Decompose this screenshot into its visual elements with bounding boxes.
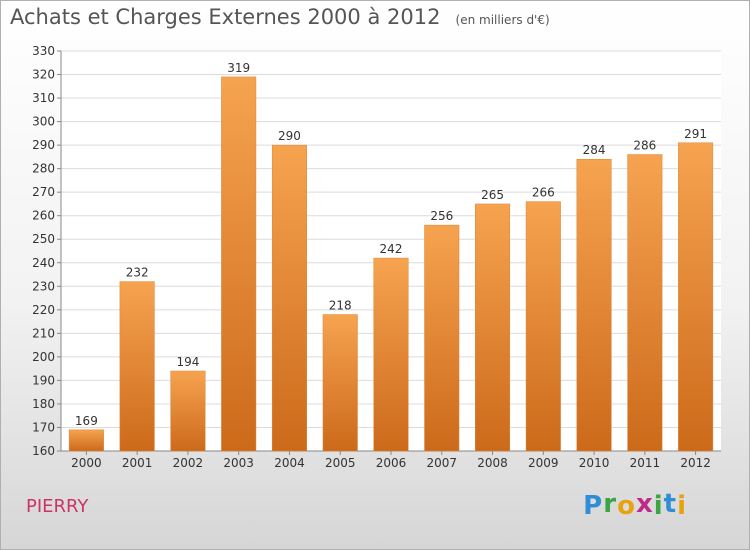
bar <box>627 154 663 452</box>
bar-value-label: 286 <box>633 139 656 153</box>
proxiti-logo: Proxiti <box>583 489 687 521</box>
bar <box>119 281 155 452</box>
bar-value-label: 232 <box>126 266 149 280</box>
bar-value-label: 284 <box>583 143 606 157</box>
y-tick-label: 290 <box>32 138 55 152</box>
logo-letter: i <box>677 491 687 521</box>
x-tick-label: 2010 <box>579 456 610 470</box>
y-tick-label: 220 <box>32 303 55 317</box>
x-tick-label: 2012 <box>680 456 711 470</box>
bar <box>170 370 206 452</box>
bar-value-label: 169 <box>75 414 98 428</box>
bar-value-label: 194 <box>176 355 199 369</box>
x-tick-label: 2003 <box>223 456 254 470</box>
bar-value-label: 218 <box>329 299 352 313</box>
y-tick-label: 240 <box>32 256 55 270</box>
bar-value-label: 256 <box>430 209 453 223</box>
title-row: Achats et Charges Externes 2000 à 2012 (… <box>10 5 550 29</box>
x-tick-label: 2009 <box>528 456 559 470</box>
chart-title: Achats et Charges Externes 2000 à 2012 <box>10 5 441 29</box>
bar-value-label: 290 <box>278 129 301 143</box>
bar-value-label: 242 <box>380 242 403 256</box>
y-tick-label: 170 <box>32 420 55 434</box>
y-tick-label: 280 <box>32 162 55 176</box>
y-tick-label: 230 <box>32 279 55 293</box>
y-tick-label: 310 <box>32 91 55 105</box>
commune-name: PIERRY <box>26 496 89 517</box>
x-tick-label: 2011 <box>630 456 661 470</box>
y-tick-label: 270 <box>32 185 55 199</box>
logo-letter: i <box>653 491 664 521</box>
bar <box>68 429 104 452</box>
unit-label: (en milliers d'€) <box>455 13 550 27</box>
y-tick-label: 300 <box>32 115 55 129</box>
bar <box>576 158 612 452</box>
bar <box>271 144 307 452</box>
bar <box>424 224 460 452</box>
y-tick-label: 160 <box>32 444 55 458</box>
logo-letter: P <box>583 491 604 521</box>
y-tick-label: 260 <box>32 209 55 223</box>
logo-letter: x <box>635 489 654 519</box>
bar-value-label: 265 <box>481 188 504 202</box>
x-tick-label: 2002 <box>173 456 204 470</box>
bar <box>678 142 714 452</box>
x-tick-label: 2000 <box>71 456 102 470</box>
y-tick-label: 320 <box>32 68 55 82</box>
y-tick-label: 190 <box>32 373 55 387</box>
x-tick-label: 2008 <box>477 456 508 470</box>
bar <box>475 203 511 452</box>
x-tick-label: 2006 <box>376 456 407 470</box>
y-tick-label: 180 <box>32 397 55 411</box>
logo-letter: r <box>603 489 618 519</box>
bar <box>221 76 257 452</box>
bar-value-label: 266 <box>532 186 555 200</box>
bar <box>525 201 561 452</box>
y-tick-label: 250 <box>32 232 55 246</box>
x-tick-label: 2007 <box>426 456 457 470</box>
x-tick-label: 2004 <box>274 456 305 470</box>
logo-letter: o <box>617 491 636 521</box>
y-tick-label: 210 <box>32 326 55 340</box>
bar-value-label: 319 <box>227 61 250 75</box>
bar <box>373 257 409 452</box>
x-tick-label: 2005 <box>325 456 356 470</box>
y-tick-label: 330 <box>32 44 55 58</box>
y-tick-label: 200 <box>32 350 55 364</box>
bar-value-label: 291 <box>684 127 707 141</box>
x-tick-label: 2001 <box>122 456 153 470</box>
logo-letter: t <box>663 489 678 519</box>
bar <box>322 314 358 452</box>
